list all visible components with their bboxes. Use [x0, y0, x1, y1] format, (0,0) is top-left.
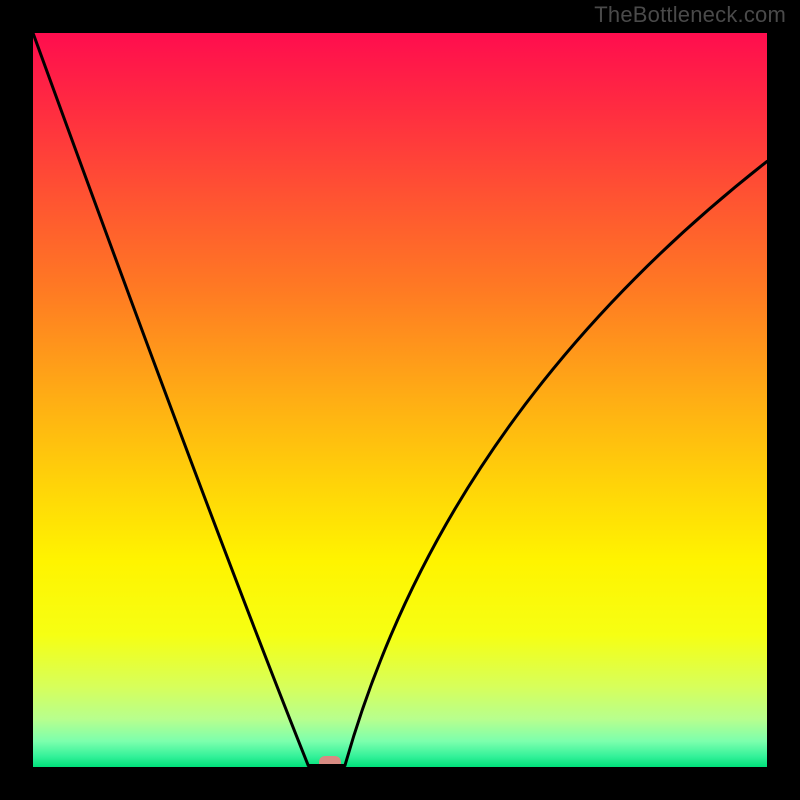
- chart-frame: TheBottleneck.com: [0, 0, 800, 800]
- bottleneck-curve: [33, 33, 767, 767]
- plot-area: [33, 33, 767, 767]
- watermark-text: TheBottleneck.com: [594, 2, 786, 28]
